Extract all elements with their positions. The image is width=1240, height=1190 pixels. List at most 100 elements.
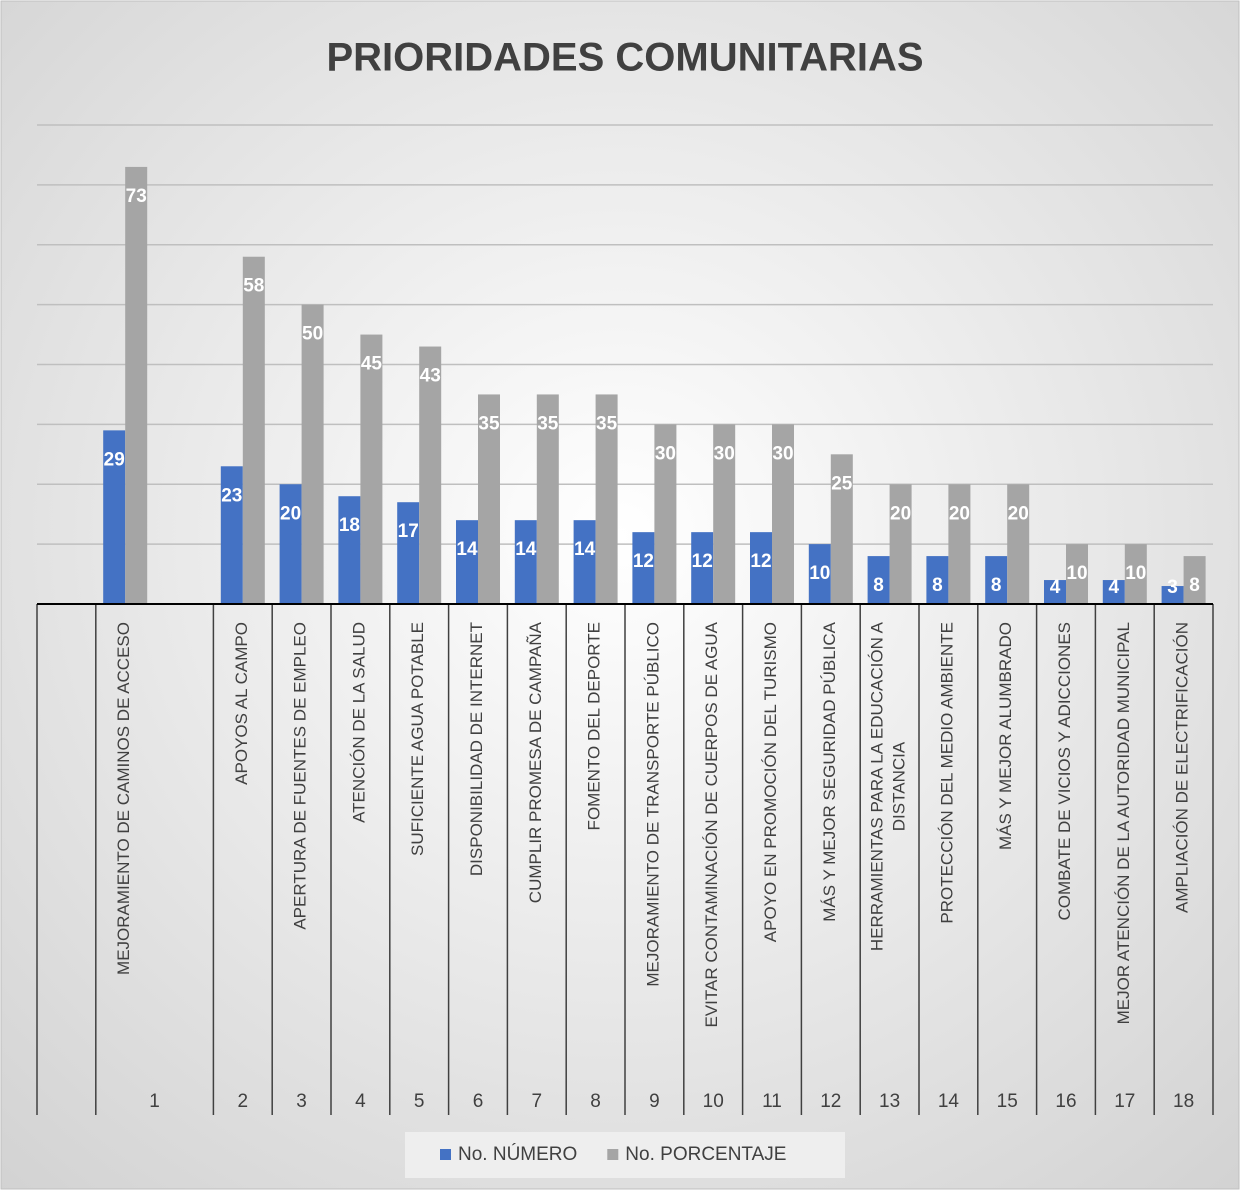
data-label: 35 bbox=[537, 413, 559, 434]
group-label: 2 bbox=[238, 1091, 249, 1112]
group-label: 9 bbox=[649, 1091, 660, 1112]
group-label: 6 bbox=[473, 1091, 484, 1112]
data-label: 23 bbox=[221, 485, 242, 506]
bar bbox=[1183, 556, 1206, 604]
bar bbox=[301, 304, 324, 604]
data-label: 8 bbox=[1189, 575, 1200, 596]
data-label: 14 bbox=[574, 539, 596, 560]
bar bbox=[867, 556, 890, 604]
category-label: MEJORAMIENTO DE TRANSPORTE PÚBLICO bbox=[644, 622, 663, 987]
group-label: 15 bbox=[997, 1091, 1018, 1112]
group-label: 7 bbox=[532, 1091, 543, 1112]
data-label: 73 bbox=[126, 186, 147, 207]
bar bbox=[397, 502, 420, 604]
data-label: 12 bbox=[692, 551, 713, 572]
data-label: 3 bbox=[1167, 577, 1178, 598]
category-label: SUFICIENTE AGUA POTABLE bbox=[409, 622, 428, 856]
group-label: 14 bbox=[938, 1091, 960, 1112]
category-label: MÁS Y MEJOR SEGURIDAD PÚBLICA bbox=[820, 621, 839, 921]
bar bbox=[772, 424, 794, 604]
bar bbox=[889, 484, 912, 604]
bar bbox=[595, 394, 618, 604]
data-label: 8 bbox=[932, 575, 943, 596]
category-label: APOYOS AL CAMPO bbox=[232, 622, 251, 785]
category-label: APERTURA DE FUENTES DE EMPLEO bbox=[291, 622, 310, 930]
category-label: EVITAR CONTAMINACIÓN DE CUERPOS DE AGUA bbox=[703, 621, 722, 1027]
bar bbox=[713, 424, 736, 604]
data-label: 14 bbox=[456, 539, 478, 560]
group-label: 4 bbox=[355, 1091, 366, 1112]
bar bbox=[125, 166, 148, 604]
data-label: 4 bbox=[1109, 577, 1120, 598]
data-label: 30 bbox=[772, 443, 793, 464]
category-label: CUMPLIR PROMESA DE CAMPAÑA bbox=[526, 621, 545, 903]
data-label: 8 bbox=[991, 575, 1002, 596]
bar bbox=[573, 520, 596, 604]
legend-swatch bbox=[607, 1149, 619, 1160]
legend-swatch bbox=[440, 1149, 451, 1160]
data-label: 10 bbox=[809, 563, 830, 584]
data-label: 25 bbox=[831, 473, 853, 494]
bar bbox=[1044, 580, 1066, 604]
bar bbox=[279, 484, 302, 604]
data-label: 50 bbox=[302, 324, 323, 345]
bar bbox=[948, 484, 971, 604]
data-label: 45 bbox=[361, 354, 383, 375]
data-label: 17 bbox=[398, 521, 419, 542]
category-label: MEJOR ATENCIÓN DE LA AUTORIDAD MUNICIPAL bbox=[1114, 622, 1133, 1024]
data-label: 20 bbox=[280, 503, 301, 524]
bar bbox=[1124, 544, 1147, 604]
data-label: 35 bbox=[478, 413, 500, 434]
bar bbox=[360, 334, 383, 604]
group-label: 13 bbox=[879, 1091, 900, 1112]
bar bbox=[654, 424, 677, 604]
bar bbox=[1102, 580, 1125, 604]
category-label: FOMENTO DEL DEPORTE bbox=[585, 622, 604, 830]
data-label: 20 bbox=[1008, 503, 1029, 524]
group-label: 18 bbox=[1173, 1091, 1194, 1112]
category-label: DISPONIBILIDAD DE INTERNET bbox=[467, 622, 486, 876]
data-label: 29 bbox=[104, 449, 125, 470]
data-label: 43 bbox=[420, 366, 441, 387]
data-label: 10 bbox=[1066, 563, 1087, 584]
group-label: 11 bbox=[762, 1091, 782, 1112]
category-label: ATENCIÓN DE LA SALUD bbox=[350, 622, 369, 823]
data-label: 20 bbox=[949, 503, 970, 524]
data-label: 30 bbox=[714, 443, 735, 464]
bar bbox=[1007, 484, 1030, 604]
category-label: HERRAMIENTAS PARA LA EDUCACIÓN A DISTANCI… bbox=[868, 621, 909, 951]
group-label: 5 bbox=[414, 1091, 425, 1112]
bar bbox=[478, 394, 500, 604]
legend-label: No. NÚMERO bbox=[458, 1143, 577, 1165]
bar bbox=[1066, 544, 1088, 604]
bar bbox=[830, 454, 853, 604]
bar bbox=[456, 520, 478, 604]
legend-box bbox=[405, 1132, 845, 1178]
data-label: 58 bbox=[243, 276, 264, 297]
bar bbox=[103, 430, 126, 604]
chart-title: PRIORIDADES COMUNITARIAS bbox=[326, 36, 923, 80]
data-label: 20 bbox=[890, 503, 911, 524]
category-label: PROTECCIÓN DEL MEDIO AMBIENTE bbox=[938, 622, 957, 924]
data-label: 12 bbox=[633, 551, 654, 572]
legend-label: No. PORCENTAJE bbox=[625, 1144, 786, 1165]
group-label: 16 bbox=[1055, 1091, 1076, 1112]
bar bbox=[338, 496, 361, 604]
data-label: 12 bbox=[750, 551, 771, 572]
bar bbox=[926, 556, 949, 604]
bar bbox=[808, 544, 831, 604]
category-label: COMBATE DE VICIOS Y ADICCIONES bbox=[1055, 622, 1074, 921]
category-label: AMPLIACIÓN DE ELECTRIFICACIÓN bbox=[1173, 622, 1192, 913]
group-label: 12 bbox=[820, 1091, 841, 1112]
bar bbox=[750, 532, 772, 604]
data-label: 10 bbox=[1125, 563, 1146, 584]
group-label: 8 bbox=[590, 1091, 601, 1112]
data-label: 30 bbox=[655, 443, 676, 464]
bar bbox=[220, 466, 243, 604]
bar bbox=[985, 556, 1008, 604]
bar bbox=[242, 256, 265, 604]
category-label: MÁS Y MEJOR ALUMBRADO bbox=[997, 622, 1016, 850]
data-label: 14 bbox=[515, 539, 537, 560]
